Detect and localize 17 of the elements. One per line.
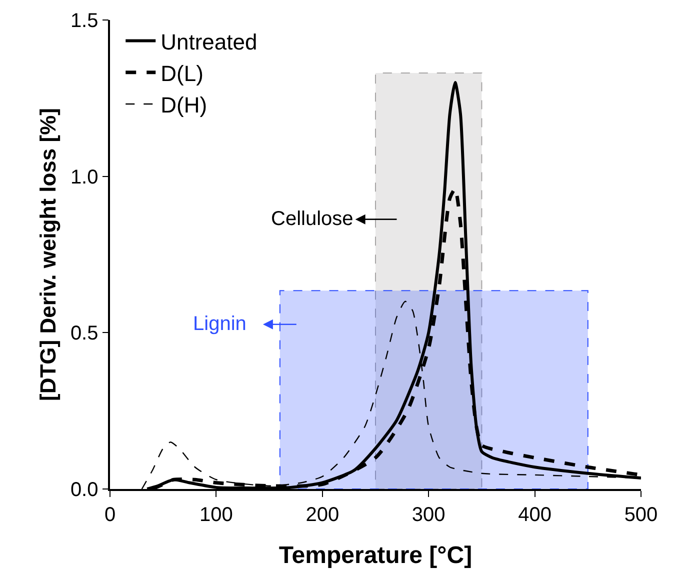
legend-label: D(H) bbox=[160, 92, 208, 118]
annotation: Cellulose bbox=[271, 208, 354, 230]
legend-label: Untreated bbox=[160, 29, 258, 54]
y-axis-title: [DTG] Deriv. weight loss [%] bbox=[36, 108, 60, 401]
y-tick-label: 0.0 bbox=[70, 479, 98, 501]
x-tick-label: 200 bbox=[306, 504, 340, 526]
x-tick-label: 500 bbox=[624, 504, 658, 526]
y-tick-label: 0.5 bbox=[70, 322, 98, 345]
legend-label: D(L) bbox=[160, 60, 204, 86]
x-tick-label: 100 bbox=[200, 504, 233, 526]
x-tick-label: 300 bbox=[412, 504, 446, 526]
y-tick-label: 1.0 bbox=[70, 166, 98, 188]
annotation: Lignin bbox=[193, 313, 246, 335]
x-axis-title: Temperature [°C] bbox=[278, 542, 472, 569]
x-tick-label: 400 bbox=[518, 504, 552, 526]
x-tick-label: 0 bbox=[104, 504, 116, 526]
y-tick-label: 1.5 bbox=[70, 10, 98, 32]
